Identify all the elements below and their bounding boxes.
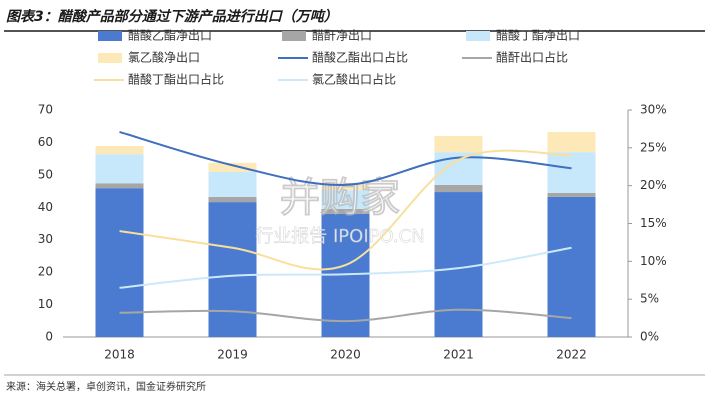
bar bbox=[547, 196, 596, 337]
x-tick-label: 2021 bbox=[443, 348, 474, 362]
legend-label: 醋酐净出口 bbox=[312, 28, 372, 43]
legend-label: 氯乙酸出口占比 bbox=[312, 72, 396, 87]
line bbox=[119, 130, 572, 186]
bar bbox=[321, 190, 370, 209]
legend-label: 氯乙酸净出口 bbox=[128, 50, 200, 65]
watermark: 并购家 bbox=[280, 175, 400, 221]
y-tick-label: 0 bbox=[45, 330, 53, 344]
legend-label: 醋酸丁酯净出口 bbox=[496, 28, 580, 43]
y-tick-label: 20 bbox=[38, 265, 53, 279]
y-tick-label: 40 bbox=[38, 200, 53, 214]
y2-tick-label: 20% bbox=[640, 178, 667, 192]
line bbox=[119, 149, 572, 271]
legend-label: 醋酸丁酯出口占比 bbox=[128, 72, 224, 87]
x-tick-label: 2018 bbox=[104, 348, 135, 362]
bar bbox=[95, 145, 144, 155]
bar bbox=[208, 171, 257, 197]
bar bbox=[95, 188, 144, 337]
x-tick-label: 2020 bbox=[330, 348, 361, 362]
y-tick-label: 60 bbox=[38, 135, 53, 149]
y2-tick-label: 15% bbox=[640, 216, 667, 230]
bar bbox=[434, 184, 483, 193]
bar bbox=[95, 154, 144, 184]
bar bbox=[321, 182, 370, 191]
bar bbox=[208, 162, 257, 172]
chart-title: 图表3：醋酸产品部分通过下游产品进行出口（万吨） bbox=[6, 8, 338, 25]
y2-tick-label: 5% bbox=[640, 292, 659, 306]
y-tick-label: 10 bbox=[38, 297, 53, 311]
y2-tick-label: 10% bbox=[640, 254, 667, 268]
bar bbox=[547, 152, 596, 194]
legend-swatch bbox=[98, 53, 122, 63]
source: 来源：海关总署，卓创资讯，国金证券研究所 bbox=[6, 380, 206, 393]
bar bbox=[321, 208, 370, 214]
bar bbox=[208, 202, 257, 337]
legend-label: 醋酸乙酯净出口 bbox=[128, 28, 212, 43]
bar bbox=[547, 193, 596, 197]
bar bbox=[95, 183, 144, 189]
bar bbox=[547, 132, 596, 153]
bar bbox=[434, 135, 483, 153]
y2-tick-label: 0% bbox=[640, 330, 659, 344]
x-tick-label: 2019 bbox=[217, 348, 248, 362]
legend-swatch bbox=[282, 31, 306, 41]
bar bbox=[434, 192, 483, 337]
line bbox=[119, 308, 572, 323]
y2-tick-label: 25% bbox=[640, 140, 667, 154]
legend-swatch bbox=[98, 31, 122, 41]
legend-label: 醋酐出口占比 bbox=[496, 50, 568, 65]
bar bbox=[208, 196, 257, 203]
y-tick-label: 30 bbox=[38, 232, 53, 246]
y-tick-label: 70 bbox=[38, 103, 53, 117]
line bbox=[119, 246, 572, 289]
y2-tick-label: 30% bbox=[640, 103, 667, 117]
y-tick-label: 50 bbox=[38, 167, 53, 181]
legend-swatch bbox=[466, 31, 490, 41]
x-tick-label: 2022 bbox=[556, 348, 587, 362]
watermark: 行业报告 IPOIPO.CN bbox=[255, 226, 424, 247]
legend-label: 醋酸乙酯出口占比 bbox=[312, 50, 408, 65]
